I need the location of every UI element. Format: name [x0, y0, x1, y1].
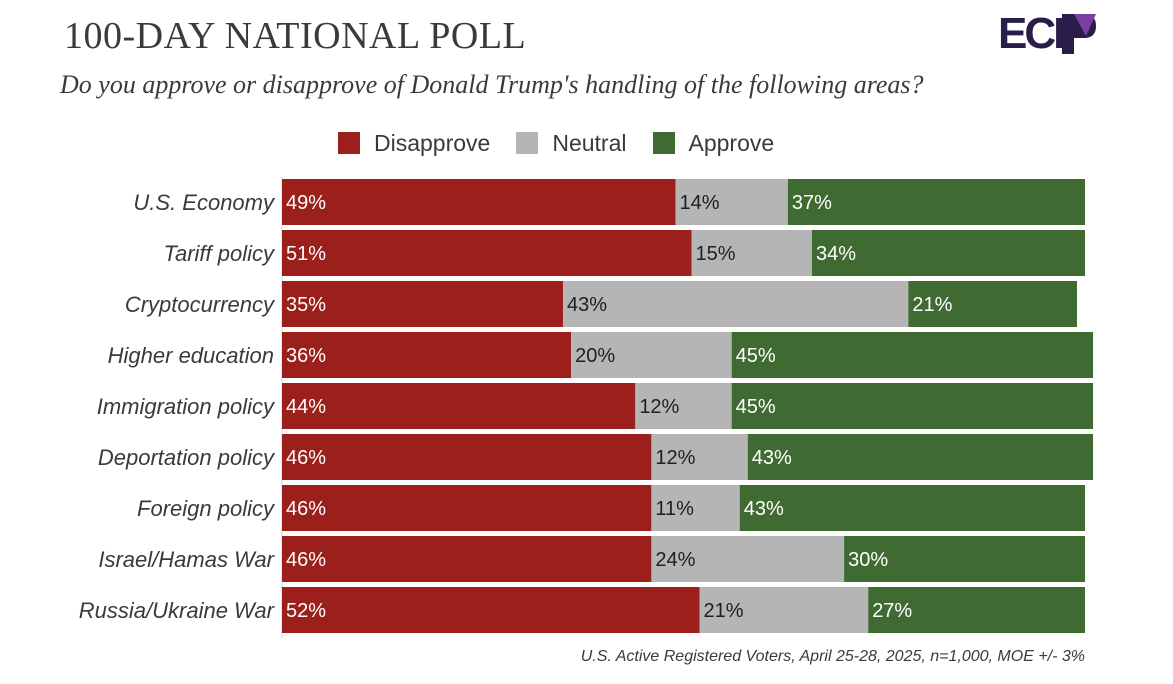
bar-neutral: [691, 230, 812, 276]
legend-label-neutral: Neutral: [552, 129, 627, 156]
data-label-approve: 30%: [848, 549, 888, 571]
bar-approve: [731, 332, 1094, 378]
category-label: Immigration policy: [97, 394, 276, 419]
ecp-logo: ECP: [996, 10, 1100, 58]
category-label: Russia/Ukraine War: [79, 598, 276, 623]
logo-mark-icon: [1062, 14, 1096, 54]
bar-approve: [844, 536, 1085, 582]
bar-disapprove: [282, 485, 652, 531]
bar-approve: [747, 434, 1094, 480]
data-label-disapprove: 49%: [286, 192, 326, 214]
data-label-neutral: 24%: [655, 549, 695, 571]
bar-disapprove: [282, 230, 692, 276]
legend-label-approve: Approve: [688, 129, 775, 156]
data-label-approve: 34%: [816, 243, 856, 265]
category-label: Foreign policy: [137, 496, 276, 521]
legend-swatch-approve: [652, 132, 675, 154]
bar-neutral: [571, 332, 732, 378]
bar-disapprove: [282, 179, 676, 225]
category-label: Cryptocurrency: [125, 292, 276, 317]
legend-item-approve: Approve: [652, 129, 775, 157]
bar-disapprove: [282, 434, 652, 480]
bar-disapprove: [282, 587, 700, 633]
data-label-disapprove: 46%: [286, 498, 326, 520]
data-label-approve: 21%: [912, 294, 952, 316]
data-label-neutral: 12%: [655, 447, 695, 469]
legend-label-disapprove: Disapprove: [374, 129, 491, 156]
page-title: 100-DAY NATIONAL POLL: [64, 15, 527, 57]
chart-legend: Disapprove Neutral Approve: [338, 128, 800, 158]
data-label-approve: 45%: [736, 396, 776, 418]
bar-approve: [731, 383, 1094, 429]
data-label-disapprove: 35%: [286, 294, 326, 316]
bar-neutral: [651, 536, 845, 582]
data-label-disapprove: 51%: [286, 243, 326, 265]
bar-approve: [787, 179, 1085, 225]
data-label-neutral: 11%: [655, 498, 694, 520]
bar-disapprove: [282, 383, 636, 429]
data-label-disapprove: 36%: [286, 345, 326, 367]
bar-neutral: [651, 485, 740, 531]
chart-subtitle: Do you approve or disapprove of Donald T…: [60, 70, 924, 99]
bar-approve: [908, 281, 1077, 327]
data-label-approve: 27%: [872, 600, 912, 622]
bar-approve: [739, 485, 1085, 531]
legend-item-disapprove: Disapprove: [338, 130, 490, 157]
data-label-approve: 43%: [744, 498, 784, 520]
data-label-approve: 45%: [736, 345, 776, 367]
bar-neutral: [675, 179, 788, 225]
data-label-disapprove: 52%: [286, 600, 326, 622]
data-label-approve: 43%: [752, 447, 792, 469]
bar-approve: [868, 587, 1085, 633]
bar-disapprove: [282, 536, 652, 582]
footnote: U.S. Active Registered Voters, April 25-…: [580, 648, 1085, 665]
data-label-neutral: 20%: [575, 345, 615, 367]
data-label-disapprove: 46%: [286, 447, 326, 469]
category-label: Israel/Hamas War: [98, 547, 275, 572]
data-label-neutral: 14%: [679, 192, 719, 214]
data-label-disapprove: 44%: [286, 396, 326, 418]
data-label-neutral: 12%: [639, 396, 679, 418]
legend-swatch-disapprove: [338, 132, 360, 154]
data-label-disapprove: 46%: [286, 549, 326, 571]
category-label: Deportation policy: [98, 445, 276, 470]
data-label-neutral: 21%: [704, 600, 744, 622]
category-label: Tariff policy: [164, 241, 276, 266]
category-label: U.S. Economy: [133, 190, 276, 215]
data-label-neutral: 43%: [567, 294, 607, 316]
legend-swatch-neutral: [516, 132, 539, 154]
data-label-approve: 37%: [792, 192, 832, 214]
bar-approve: [811, 230, 1085, 276]
bar-neutral: [563, 281, 909, 327]
bar-neutral: [699, 587, 869, 633]
category-label: Higher education: [108, 343, 274, 368]
bar-disapprove: [282, 281, 564, 327]
bar-disapprove: [282, 332, 572, 378]
data-label-neutral: 15%: [696, 243, 736, 265]
bar-neutral: [651, 434, 748, 480]
bar-neutral: [635, 383, 732, 429]
legend-item-neutral: Neutral: [516, 129, 627, 157]
